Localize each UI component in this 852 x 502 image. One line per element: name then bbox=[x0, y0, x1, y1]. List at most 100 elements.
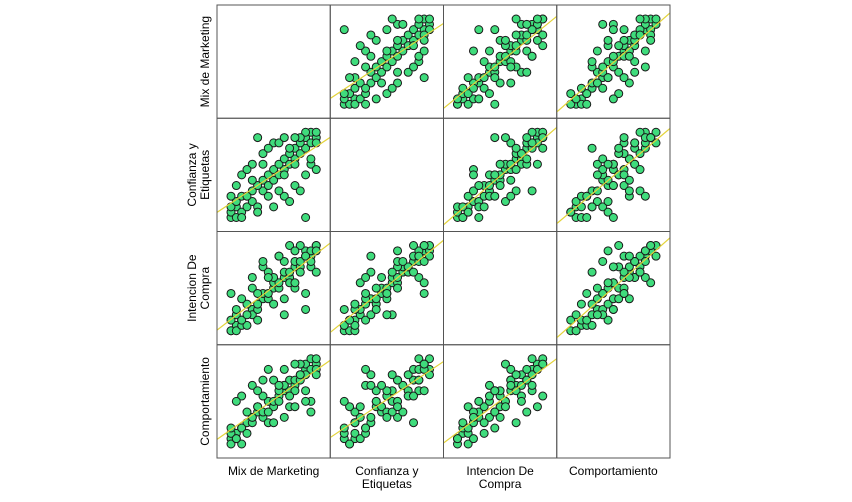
data-point bbox=[274, 186, 284, 196]
data-point bbox=[409, 267, 419, 277]
data-point bbox=[635, 267, 645, 277]
data-point bbox=[490, 423, 500, 433]
data-point bbox=[614, 294, 624, 304]
data-point bbox=[393, 402, 403, 412]
data-point bbox=[279, 364, 289, 374]
data-point bbox=[511, 370, 521, 380]
data-point bbox=[371, 386, 381, 396]
data-point bbox=[269, 299, 279, 309]
data-point bbox=[624, 51, 634, 61]
data-point bbox=[419, 359, 429, 369]
data-point bbox=[382, 386, 392, 396]
panel-0-3 bbox=[556, 4, 671, 119]
data-point bbox=[269, 165, 279, 175]
data-point bbox=[598, 62, 608, 72]
panel-frame bbox=[556, 344, 671, 459]
data-point bbox=[242, 320, 252, 330]
data-point bbox=[608, 213, 618, 222]
data-point bbox=[463, 99, 473, 109]
data-point bbox=[226, 191, 236, 201]
data-point bbox=[635, 251, 645, 261]
data-point bbox=[651, 127, 661, 137]
data-point bbox=[366, 370, 376, 380]
data-point bbox=[237, 391, 247, 401]
data-point bbox=[290, 359, 300, 369]
data-point bbox=[603, 246, 613, 256]
data-point bbox=[393, 375, 403, 385]
data-point bbox=[506, 62, 516, 72]
data-point bbox=[355, 434, 365, 444]
data-point bbox=[398, 407, 408, 417]
data-point bbox=[506, 364, 516, 374]
data-point bbox=[366, 78, 376, 88]
data-point bbox=[511, 186, 521, 196]
data-point bbox=[458, 418, 468, 428]
data-point bbox=[290, 386, 300, 396]
data-point bbox=[311, 138, 321, 148]
panel-content bbox=[443, 354, 557, 449]
data-point bbox=[651, 14, 661, 24]
data-point bbox=[624, 78, 634, 88]
fit-line bbox=[556, 12, 670, 113]
data-point bbox=[511, 386, 521, 396]
data-point bbox=[582, 89, 592, 99]
panel-content bbox=[217, 354, 331, 449]
data-point bbox=[458, 213, 468, 222]
data-point bbox=[414, 51, 424, 61]
data-point bbox=[419, 288, 429, 298]
panel-content bbox=[330, 239, 444, 336]
data-point bbox=[409, 62, 419, 72]
data-point bbox=[582, 288, 592, 298]
data-point bbox=[619, 133, 629, 143]
data-point bbox=[382, 25, 392, 35]
data-point bbox=[538, 391, 548, 401]
panel-content bbox=[217, 127, 331, 222]
data-point bbox=[603, 207, 613, 217]
data-point bbox=[640, 191, 650, 201]
data-point bbox=[371, 94, 381, 104]
data-point bbox=[253, 207, 263, 217]
data-point bbox=[640, 256, 650, 266]
data-point bbox=[311, 127, 321, 137]
data-point bbox=[247, 283, 257, 293]
y-axis-label: Comportamiento bbox=[198, 357, 212, 446]
data-point bbox=[624, 186, 634, 196]
data-point bbox=[414, 354, 424, 364]
data-point bbox=[619, 181, 629, 191]
data-point bbox=[500, 402, 510, 412]
data-point bbox=[479, 83, 489, 93]
data-point bbox=[279, 310, 289, 320]
data-point bbox=[506, 138, 516, 148]
data-point bbox=[361, 99, 371, 109]
data-point bbox=[403, 67, 413, 77]
data-point bbox=[311, 354, 321, 364]
data-point bbox=[377, 78, 387, 88]
fit-line bbox=[330, 22, 444, 100]
data-point bbox=[274, 396, 284, 406]
data-point bbox=[500, 35, 510, 45]
data-point bbox=[635, 127, 645, 137]
data-point bbox=[614, 143, 624, 153]
data-point bbox=[311, 165, 321, 175]
data-point bbox=[484, 391, 494, 401]
data-point bbox=[474, 181, 484, 191]
data-point bbox=[495, 181, 505, 191]
data-point bbox=[382, 89, 392, 99]
data-point bbox=[640, 46, 650, 56]
data-point bbox=[538, 143, 548, 153]
data-point bbox=[301, 396, 311, 406]
data-point bbox=[522, 19, 532, 29]
data-point bbox=[646, 278, 656, 288]
data-point bbox=[339, 25, 349, 35]
data-point bbox=[403, 370, 413, 380]
fit-line bbox=[556, 127, 670, 225]
data-point bbox=[603, 278, 613, 288]
data-point bbox=[366, 412, 376, 422]
data-point bbox=[371, 294, 381, 304]
data-point bbox=[608, 25, 618, 35]
data-point bbox=[527, 380, 537, 390]
data-point bbox=[506, 380, 516, 390]
data-point bbox=[258, 391, 268, 401]
data-point bbox=[301, 127, 311, 137]
data-point bbox=[576, 83, 586, 93]
